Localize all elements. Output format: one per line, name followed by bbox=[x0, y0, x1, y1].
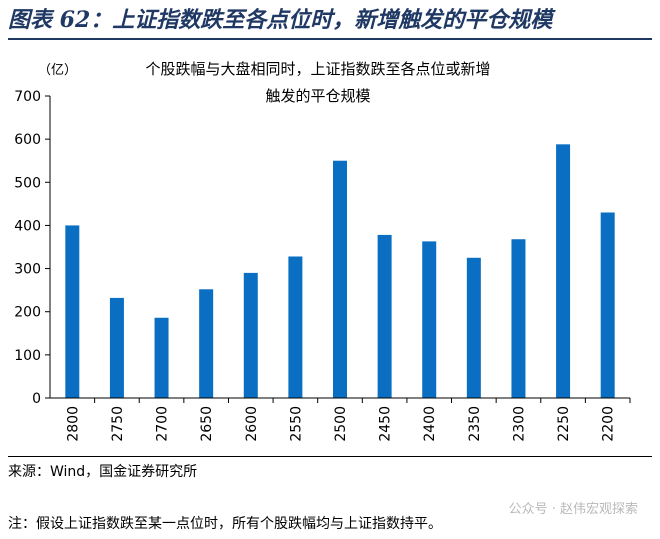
x-axis: 2800 2750 2700 2650 2600 2550 2500 2450 2400 2350… bbox=[50, 397, 631, 442]
x-tick-label: 2600 bbox=[244, 406, 260, 442]
bar bbox=[109, 297, 124, 398]
source-text: 来源：Wind，国金证券研究所 bbox=[8, 464, 198, 480]
bar bbox=[333, 160, 347, 398]
bars bbox=[65, 144, 615, 398]
y-tick-label: 500 bbox=[14, 175, 41, 191]
x-tick-label: 2200 bbox=[601, 406, 617, 442]
y-tick-label: 200 bbox=[14, 305, 41, 321]
x-tick-label: 2400 bbox=[422, 406, 438, 442]
chart-title-line-2: 触发的平仓规模 bbox=[265, 87, 370, 105]
x-tick-label: 2450 bbox=[378, 406, 394, 442]
chart-title-line-1: 个股跌幅与大盘相同时，上证指数跌至各点位或新增 bbox=[145, 60, 490, 78]
bar bbox=[600, 212, 615, 398]
y-tick-label: 300 bbox=[14, 262, 41, 278]
bar bbox=[65, 225, 80, 398]
bar bbox=[288, 256, 303, 398]
bar bbox=[199, 289, 214, 398]
bar bbox=[154, 317, 169, 398]
y-axis: 0 100 200 300 400 500 600 700 bbox=[14, 89, 51, 407]
bar bbox=[556, 144, 571, 398]
footer-rule bbox=[8, 456, 652, 457]
x-tick-label: 2650 bbox=[199, 406, 215, 442]
x-tick-label: 2750 bbox=[110, 406, 126, 442]
x-tick-label: 2350 bbox=[467, 406, 483, 442]
x-tick-label: 2700 bbox=[155, 406, 171, 442]
y-tick-label: 600 bbox=[14, 132, 41, 148]
y-axis-unit-label: （亿） bbox=[38, 63, 77, 78]
x-tick-label: 2500 bbox=[333, 406, 349, 442]
x-tick-label: 2550 bbox=[288, 406, 304, 442]
bar-chart: （亿） 个股跌幅与大盘相同时，上证指数跌至各点位或新增 触发的平仓规模 0 100… bbox=[14, 60, 631, 442]
x-tick-label: 2250 bbox=[556, 406, 572, 442]
x-tick-label: 2800 bbox=[65, 406, 81, 442]
bar bbox=[511, 239, 526, 398]
note-text: 注：假设上证指数跌至某一点位时，所有个股跌幅均与上证指数持平。 bbox=[8, 516, 442, 532]
y-tick-label: 100 bbox=[14, 348, 41, 364]
bar bbox=[243, 272, 258, 398]
title-rule bbox=[8, 38, 652, 40]
bar bbox=[377, 234, 392, 398]
y-tick-label: 0 bbox=[32, 391, 41, 407]
y-tick-label: 700 bbox=[14, 89, 41, 105]
x-tick-label: 2300 bbox=[511, 406, 527, 442]
figure-title: 图表 62：上证指数跌至各点位时，新增触发的平仓规模 bbox=[8, 7, 553, 33]
y-tick-label: 400 bbox=[14, 218, 41, 234]
bar bbox=[466, 257, 481, 398]
bar bbox=[422, 241, 437, 398]
watermark-text: 公众号 · 赵伟宏观探索 bbox=[508, 502, 638, 517]
